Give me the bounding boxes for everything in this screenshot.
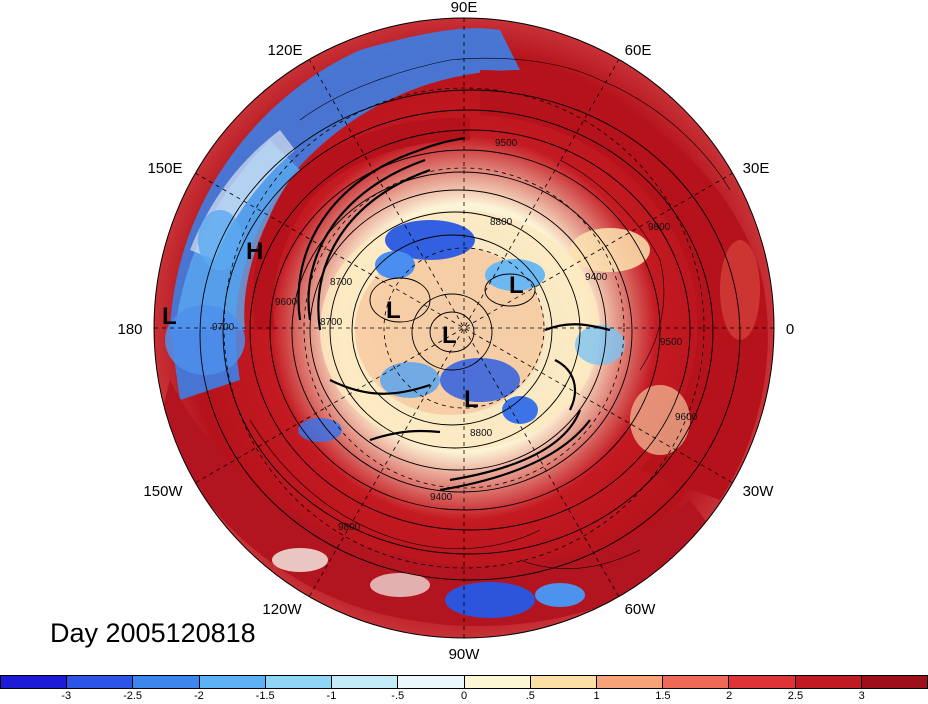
colorbar-box [67,676,134,688]
colorbar-tick-label: 2 [726,690,733,702]
colorbar-tick-label: -.5 [391,690,405,702]
contour-label: 8700 [330,277,353,288]
contour-label: 8700 [320,317,343,328]
colorbar-box [133,676,200,688]
low-pressure-label: L [464,386,479,413]
field-shading [154,18,774,638]
colorbar-tick-label: 2.5 [787,690,804,702]
contour-label: 9500 [495,138,518,149]
colorbar-tick-label: -1.5 [255,690,275,702]
colorbar-box [795,676,862,688]
lon-label-180: 180 [117,321,142,338]
contour-labels: 9500 9600 8800 8700 9700 9400 9800 8800 … [212,138,698,533]
colorbar-tick-label: 1.5 [655,690,671,702]
contour-label: 9600 [675,412,698,423]
colorbar-tick-label: 1 [593,690,600,702]
colorbar-tick-label: .5 [525,690,535,702]
colorbar-box [332,676,399,688]
lon-label-120e: 120E [267,42,302,59]
lon-label-60e: 60E [625,42,652,59]
contour-label: 8800 [470,428,493,439]
contour-label: 9800 [338,522,361,533]
height-contours [199,89,741,581]
pressure-systems: H L L L L L [162,238,524,413]
colorbar-box [398,676,465,688]
colorbar-tick-label: -3 [61,690,72,702]
contour-label: 9400 [430,492,453,503]
colorbar-tick-label: -2.5 [123,690,143,702]
contour-label: 9700 [212,322,235,333]
lon-label-150w: 150W [143,483,183,500]
colorbar-box [199,676,266,688]
colorbar-ticks: -3 -2.5 -2 -1.5 -1 -.5 0 .5 1 1.5 2 2.5 3 [0,690,928,704]
colorbar-tick-label: 3 [858,690,865,702]
colorbar-box [663,676,730,688]
map-boundary [153,17,775,639]
date-label: Day 2005120818 [50,618,256,648]
jet-contours [297,136,611,492]
colorbar-box [464,676,531,688]
contour-label: 9500 [660,337,683,348]
low-pressure-label: L [162,303,177,330]
colorbar-tick-label: 0 [460,690,468,702]
longitude-labels: 90E 60E 30E 0 30W 60W 90W 120W 150W 180 … [117,0,794,663]
lon-label-120w: 120W [262,601,302,618]
lon-label-60w: 60W [625,601,657,618]
colorbar-tick-label: -1 [326,690,337,702]
lon-label-150e: 150E [147,160,182,177]
colorbar-box [596,676,664,688]
colorbar-box [265,676,333,688]
colorbar-box [729,676,796,688]
colorbar-tick-label: -2 [193,690,204,702]
colorbar-box [1,676,68,688]
low-pressure-label: L [509,272,524,299]
lon-label-90e: 90E [451,0,478,16]
lon-label-30w: 30W [743,483,775,500]
colorbar-box [861,676,928,688]
contour-label: 9400 [585,272,608,283]
low-pressure-label: L [386,297,401,324]
coastlines [249,57,731,569]
lon-label-30e: 30E [743,160,770,177]
lon-label-0: 0 [786,321,794,338]
colorbar-box [530,676,597,688]
contour-label: 8800 [490,217,513,228]
contour-label: 9600 [275,297,298,308]
lon-label-90w: 90W [449,646,481,663]
high-pressure-label: H [246,238,263,265]
contour-label: 9800 [648,222,671,233]
polar-map: 9500 9600 8800 8700 9700 9400 9800 8800 … [117,0,794,663]
graticule [154,18,774,638]
colorbar [0,675,928,689]
low-pressure-label: L [442,322,457,349]
